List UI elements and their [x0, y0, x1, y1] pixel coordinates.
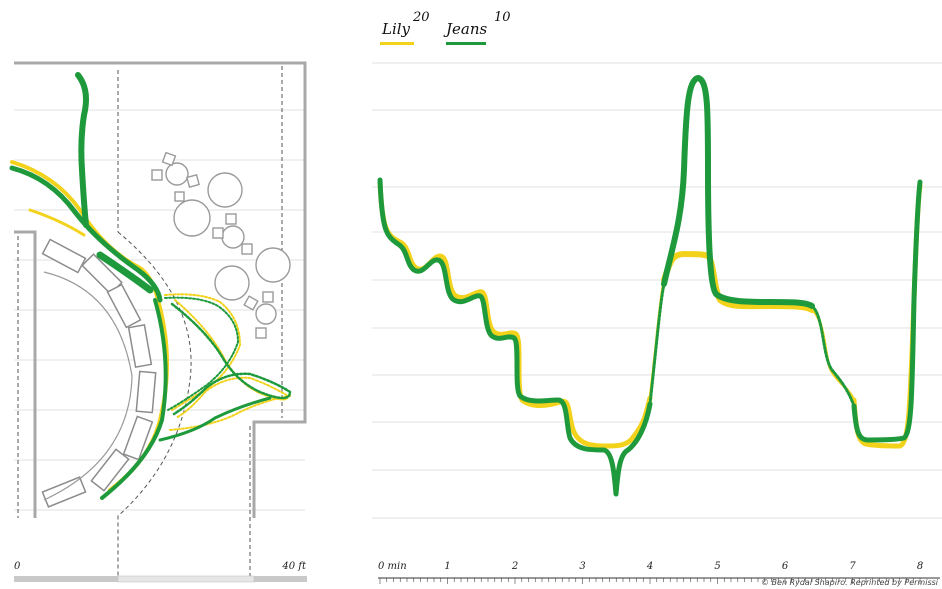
- legend-sup-lily: 20: [413, 10, 430, 25]
- curved-counter: [41, 238, 157, 508]
- legend-swatch-lily: [380, 42, 414, 45]
- floor-plan-scale-bar: 0 40 ft: [14, 561, 307, 583]
- timeline-grid: [372, 62, 942, 519]
- legend-swatch-jeans: [446, 42, 486, 45]
- timeline-path-jeans: [377, 75, 923, 497]
- timeline-tick-label: 4: [646, 561, 653, 572]
- timeline-minor-ticks: [379, 578, 921, 584]
- floor-plan: 0 40 ft: [9, 61, 307, 583]
- floor-plan-dashed-lines: [17, 66, 283, 578]
- tables-and-chairs: [151, 151, 291, 339]
- legend-sup-jeans: 10: [494, 10, 511, 25]
- timeline-axis-unit-label: 0 min: [378, 561, 407, 572]
- timeline-tick-label: 6: [782, 561, 789, 572]
- curved-counter-inner-edge: [43, 271, 133, 501]
- legend-label-jeans: Jeans: [446, 20, 488, 38]
- timeline-tick-label: 3: [579, 561, 585, 572]
- scale-start-label: 0: [14, 561, 21, 572]
- legend-label-lily: Lily: [382, 20, 411, 38]
- timeline-tick-label: 5: [714, 561, 720, 572]
- timeline-tick-label: 2: [511, 561, 518, 572]
- copyright-credit: © Ben Rydal Shapiro. Reprinted by Permis…: [760, 578, 938, 587]
- timeline-major-tick-labels: 1 2 3 4 5 6 7 8: [444, 561, 923, 572]
- floor-plan-walls: [14, 61, 307, 518]
- timeline-tick-label: 7: [849, 561, 856, 572]
- floor-plan-path-jeans: [9, 72, 292, 500]
- timeline-tick-label: 8: [917, 561, 923, 572]
- timeline-panel: 0 min 1 2 3 4 5 6 7 8: [372, 62, 942, 584]
- scale-end-label: 40 ft: [281, 561, 307, 572]
- timeline-tick-label: 1: [444, 561, 450, 572]
- timeline-axis: 0 min 1 2 3 4 5 6 7 8: [378, 561, 940, 584]
